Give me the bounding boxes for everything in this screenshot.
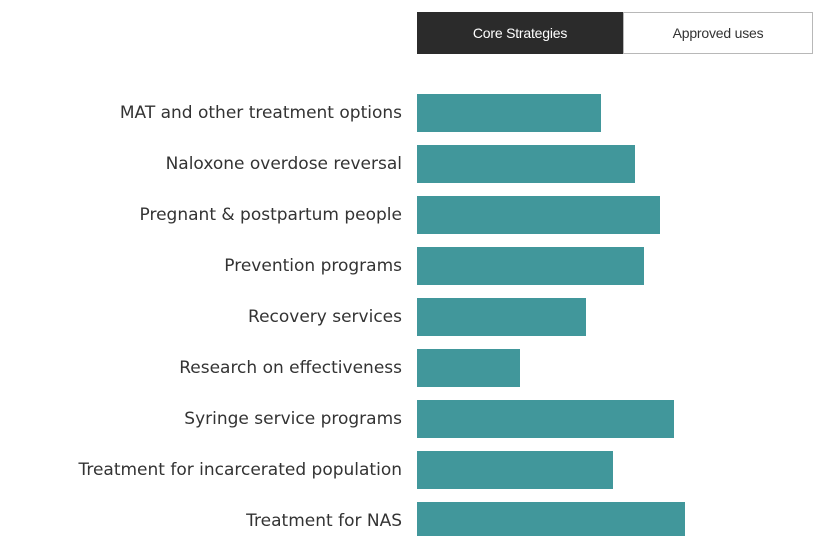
bar[interactable]	[417, 502, 685, 536]
bar[interactable]	[417, 349, 520, 387]
bar[interactable]	[417, 196, 660, 234]
tab-core-strategies[interactable]: Core Strategies	[417, 12, 623, 54]
category-label: Naloxone overdose reversal	[166, 154, 402, 174]
category-label: Treatment for NAS	[245, 511, 402, 531]
bar[interactable]	[417, 247, 644, 285]
category-label: Pregnant & postpartum people	[140, 205, 402, 225]
bar[interactable]	[417, 145, 635, 183]
category-label: MAT and other treatment options	[120, 103, 402, 123]
category-label: Treatment for incarcerated population	[77, 460, 402, 480]
strategy-toggle: Core Strategies Approved uses	[417, 12, 813, 54]
category-label: Research on effectiveness	[179, 358, 402, 378]
tab-approved-uses[interactable]: Approved uses	[623, 12, 813, 54]
category-label: Recovery services	[248, 307, 402, 327]
bar[interactable]	[417, 298, 586, 336]
bar[interactable]	[417, 451, 613, 489]
category-label: Prevention programs	[224, 256, 402, 276]
category-label: Syringe service programs	[184, 409, 402, 429]
bar[interactable]	[417, 94, 601, 132]
bar[interactable]	[417, 400, 674, 438]
